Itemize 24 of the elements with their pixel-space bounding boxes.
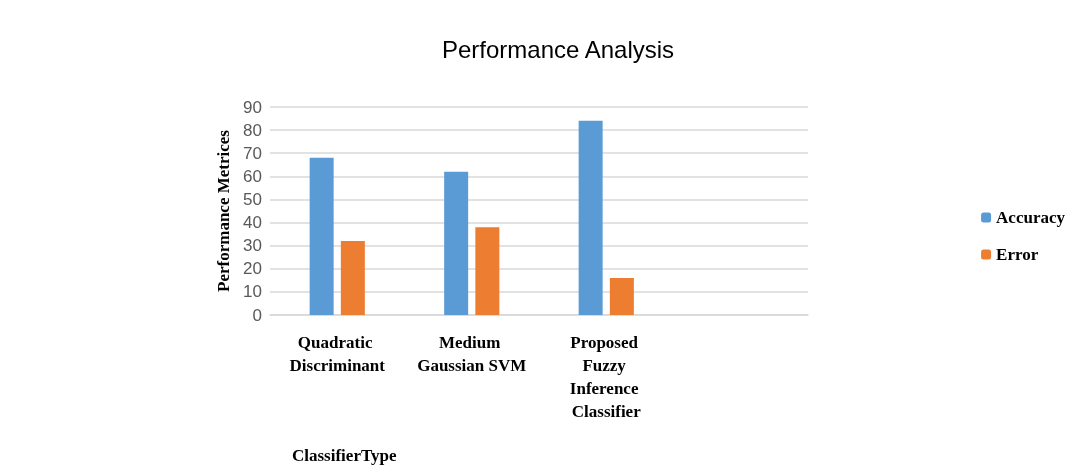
y-tick-label: 80 [243,120,262,140]
bar [475,227,500,315]
y-tick-label: 10 [243,282,262,302]
bar [578,120,603,315]
x-axis-title: ClassifierType [292,446,397,465]
bar [444,171,469,315]
x-tick-label: Quadratic Discriminant [289,333,386,375]
y-tick-label: 0 [252,305,262,325]
bar [309,157,334,315]
y-tick-label: 20 [243,259,262,279]
y-tick-label: 60 [243,166,262,186]
x-tick-label: Medium Gaussian SVM [417,333,527,375]
x-tick-label: Proposed Fuzzy Inference Classifier [569,333,643,421]
y-tick-label: 40 [243,213,262,233]
y-axis-title: Performance Metrices [214,129,233,292]
bar [609,278,634,315]
y-tick-label: 90 [243,97,262,117]
y-tick-label: 50 [243,189,262,209]
y-tick-label: 30 [243,236,262,256]
bar [340,241,365,315]
y-tick-label: 70 [243,143,262,163]
legend-label: Accuracy [996,208,1066,227]
chart-title: Performance Analysis [441,35,675,63]
legend-label: Error [996,245,1039,264]
